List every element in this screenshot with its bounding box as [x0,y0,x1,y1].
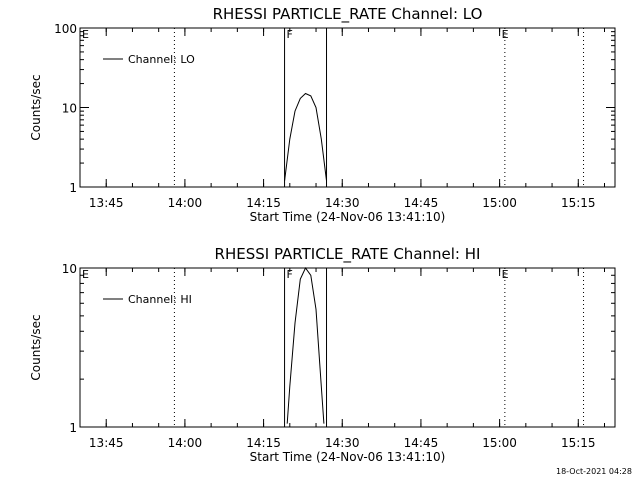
panel2-flag-label: E [82,268,89,281]
panel1-x-tick-label: 14:15 [246,196,281,210]
panel1-flag-label: E [502,28,509,41]
panel2-x-tick-label: 14:00 [168,436,203,450]
panel1-x-tick-label: 15:00 [482,196,517,210]
panel2-x-tick-label: 14:30 [325,436,360,450]
panel1-plot-frame [79,27,616,188]
panel2-plot-frame [79,267,616,428]
panel2-y-axis-label: Counts/sec [29,314,43,380]
panel2-x-tick-label: 15:15 [561,436,596,450]
panel2-x-tick-label: 15:00 [482,436,517,450]
panel2-x-tick-label: 14:45 [404,436,439,450]
panel1-y-axis-label: Counts/sec [29,74,43,140]
panel1-series-line [284,92,327,181]
panel1-x-tick-label: 14:00 [168,196,203,210]
panel2-flag-label: E [502,268,509,281]
panel2-y-tick-label: 1 [69,421,77,435]
panel1-y-tick-label: 1 [69,181,77,195]
panel1-y-tick-label: 10 [62,102,77,116]
panel2-chart-title: RHESSI PARTICLE_RATE Channel: HI [215,245,481,264]
panel1-legend-label: Channel: LO [128,53,195,66]
panel1-x-axis-label: Start Time (24-Nov-06 13:41:10) [250,210,446,224]
footer-timestamp: 18-Oct-2021 04:28 [556,467,632,476]
panel1-x-tick-label: 13:45 [89,196,124,210]
panel2-flag-label: F [287,268,293,281]
panel2-x-tick-label: 14:15 [246,436,281,450]
panel1-x-tick-label: 14:30 [325,196,360,210]
panel2-legend-label: Channel: HI [128,293,192,306]
panel1-x-tick-label: 14:45 [404,196,439,210]
panel1-chart-title: RHESSI PARTICLE_RATE Channel: LO [213,5,483,24]
panel2-x-axis-label: Start Time (24-Nov-06 13:41:10) [250,450,446,464]
panel2-series-line [286,267,325,424]
panel2-y-tick-label: 10 [62,262,77,276]
panel1-flag-label: F [287,28,293,41]
panel1-y-tick-label: 100 [54,22,77,36]
panel2-x-tick-label: 13:45 [89,436,124,450]
panel1-x-tick-label: 15:15 [561,196,596,210]
panel1-flag-label: E [82,28,89,41]
